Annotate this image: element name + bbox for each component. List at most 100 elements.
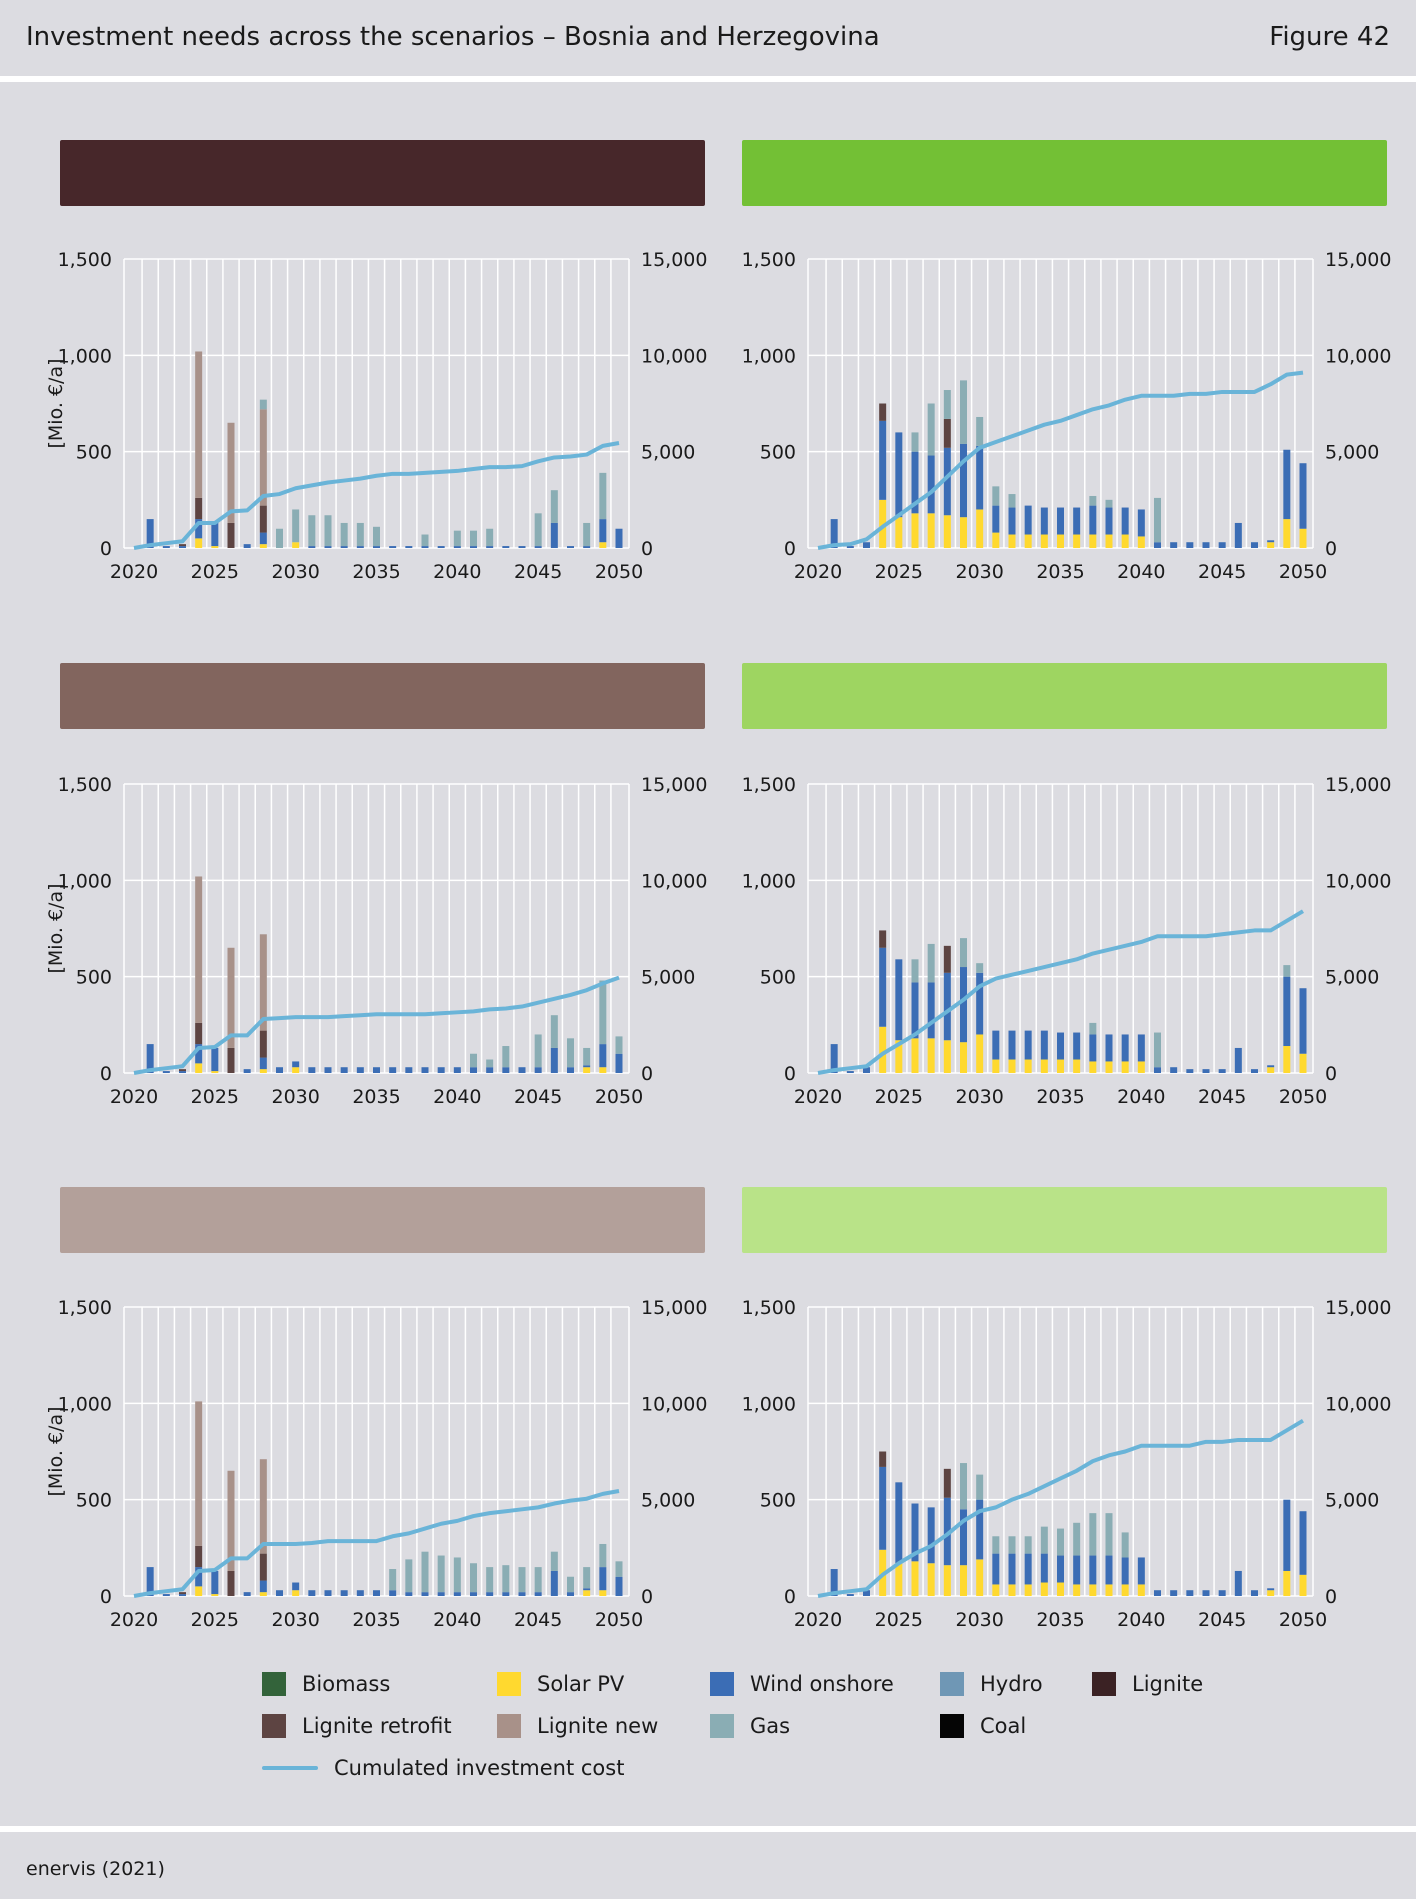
bar-segment-solar-pv <box>583 1590 591 1596</box>
x-tick-label: 2045 <box>1198 1086 1246 1108</box>
y2-tick-label: 0 <box>1325 1063 1337 1085</box>
y-tick-label: 1,000 <box>742 870 796 892</box>
bar-segment-solar-pv <box>1073 1059 1081 1073</box>
bar-segment-wind-onshore <box>259 532 267 545</box>
x-tick-label: 2030 <box>271 1086 319 1108</box>
plot-background <box>124 1307 629 1596</box>
x-tick-label: 2040 <box>433 1609 481 1631</box>
legend-label: Lignite new <box>537 1714 659 1738</box>
bar-segment-wind-onshore <box>1154 1067 1161 1073</box>
legend-biomass: Biomass <box>262 1672 390 1696</box>
bar-segment-wind-onshore <box>992 505 1000 533</box>
bar-segment-gas <box>927 943 935 983</box>
bar-segment-wind-onshore <box>179 1071 186 1073</box>
bar-segment-wind-onshore <box>470 1592 477 1596</box>
bar-segment-solar-pv <box>1299 1053 1307 1073</box>
bar-segment-wind-onshore <box>1299 1511 1307 1575</box>
bar-segment-solar-pv <box>1105 1061 1113 1073</box>
y-tick-label: 1,500 <box>58 1297 112 1319</box>
x-tick-label: 2045 <box>514 561 562 583</box>
x-tick-label: 2030 <box>955 561 1003 583</box>
x-tick-label: 2035 <box>1036 1609 1084 1631</box>
bar-segment-wind-onshore <box>518 546 526 548</box>
bar-segment-wind-onshore <box>615 1053 623 1073</box>
bar-segment-wind-onshore <box>1186 1590 1194 1596</box>
swatch-coal <box>940 1714 964 1738</box>
y2-tick-label: 0 <box>641 1063 653 1085</box>
bar-segment-wind-onshore <box>373 1067 380 1073</box>
bar-segment-wind-onshore <box>437 1067 445 1073</box>
bar-segment-wind-onshore <box>879 947 887 1027</box>
bar-segment-solar-pv <box>195 1586 203 1596</box>
bar-segment-lignite-retrofit <box>179 1592 186 1595</box>
bar-segment-wind-onshore <box>1057 507 1064 535</box>
bar-segment-wind-onshore <box>1105 507 1113 535</box>
bar-segment-wind-onshore <box>960 967 967 1043</box>
bar-segment-wind-onshore <box>1234 1047 1242 1073</box>
y2-tick-label: 10,000 <box>641 1393 707 1415</box>
bar-segment-solar-pv <box>992 1059 1000 1073</box>
bar-segment-solar-pv <box>599 542 607 548</box>
bar-segment-solar-pv <box>195 538 203 548</box>
y2-tick-label: 0 <box>1325 1586 1337 1608</box>
bar-segment-gas <box>1008 1536 1016 1554</box>
bar-segment-wind-onshore <box>179 1594 186 1596</box>
bar-segment-wind-onshore <box>1267 540 1275 543</box>
bar-segment-lignite-retrofit <box>879 930 887 948</box>
bar-segment-wind-onshore <box>615 1576 623 1596</box>
plot-background <box>808 784 1313 1073</box>
bar-segment-wind-onshore <box>863 542 870 548</box>
bar-segment-solar-pv <box>1283 1046 1291 1073</box>
swatch-gas <box>710 1714 734 1738</box>
bar-segment-wind-onshore <box>863 1590 870 1596</box>
bar-segment-solar-pv <box>1089 1584 1097 1596</box>
bar-segment-wind-onshore <box>1170 1590 1178 1596</box>
bar-segment-wind-onshore <box>162 1594 170 1596</box>
bar-segment-wind-onshore <box>911 982 919 1039</box>
bar-segment-solar-pv <box>911 513 919 548</box>
bar-segment-wind-onshore <box>470 546 477 548</box>
bar-segment-lignite-retrofit <box>259 1553 267 1581</box>
bar-segment-solar-pv <box>879 499 887 548</box>
x-tick-label: 2020 <box>794 561 842 583</box>
bar-segment-wind-onshore <box>470 1067 477 1073</box>
bar-segment-solar-pv <box>960 1042 967 1073</box>
bar-segment-wind-onshore <box>162 1071 170 1073</box>
bar-segment-wind-onshore <box>276 1590 283 1596</box>
bar-segment-wind-onshore <box>211 522 219 547</box>
legend-gas: Gas <box>710 1714 790 1738</box>
bar-segment-wind-onshore <box>421 546 429 548</box>
bar-segment-wind-onshore <box>1024 1030 1032 1060</box>
bar-segment-wind-onshore <box>895 1482 903 1564</box>
bar-segment-lignite-new <box>259 1459 267 1554</box>
bar-segment-gas <box>583 1567 591 1589</box>
legend-coal: Coal <box>940 1714 1026 1738</box>
swatch-lignite <box>1092 1672 1116 1696</box>
legend-label: Biomass <box>302 1672 391 1696</box>
y2-tick-label: 10,000 <box>641 870 707 892</box>
bar-segment-gas <box>927 403 935 456</box>
x-tick-label: 2025 <box>191 561 239 583</box>
legend-cumulated: Cumulated investment cost <box>262 1756 624 1780</box>
bar-segment-gas <box>992 486 1000 506</box>
chart-2: 0 500 1,000 1,500 0 5,000 10,000 15,000 2020 2025… <box>742 249 1392 583</box>
y2-tick-label: 15,000 <box>641 774 707 796</box>
bar-segment-gas <box>373 526 380 547</box>
y-tick-label: 1,000 <box>58 1393 112 1415</box>
y-tick-label: 1,000 <box>742 345 796 367</box>
bar-segment-solar-pv <box>1299 1574 1307 1596</box>
bar-segment-solar-pv <box>960 1565 967 1596</box>
x-tick-label: 2050 <box>1279 1086 1327 1108</box>
bar-segment-solar-pv <box>1024 534 1032 548</box>
scenario-bar-4 <box>742 663 1387 729</box>
plot-background <box>124 784 629 1073</box>
bar-segment-gas <box>470 530 477 547</box>
bar-segment-wind-onshore <box>1105 1555 1113 1585</box>
bar-segment-wind-onshore <box>1008 1030 1016 1060</box>
bar-segment-wind-onshore <box>992 1030 1000 1060</box>
bar-segment-wind-onshore <box>895 432 903 518</box>
bar-segment-wind-onshore <box>911 1503 919 1562</box>
figure-number: Figure 42 <box>1269 22 1390 52</box>
scenario-bar-5 <box>60 1187 705 1253</box>
bar-segment-wind-onshore <box>976 445 984 510</box>
